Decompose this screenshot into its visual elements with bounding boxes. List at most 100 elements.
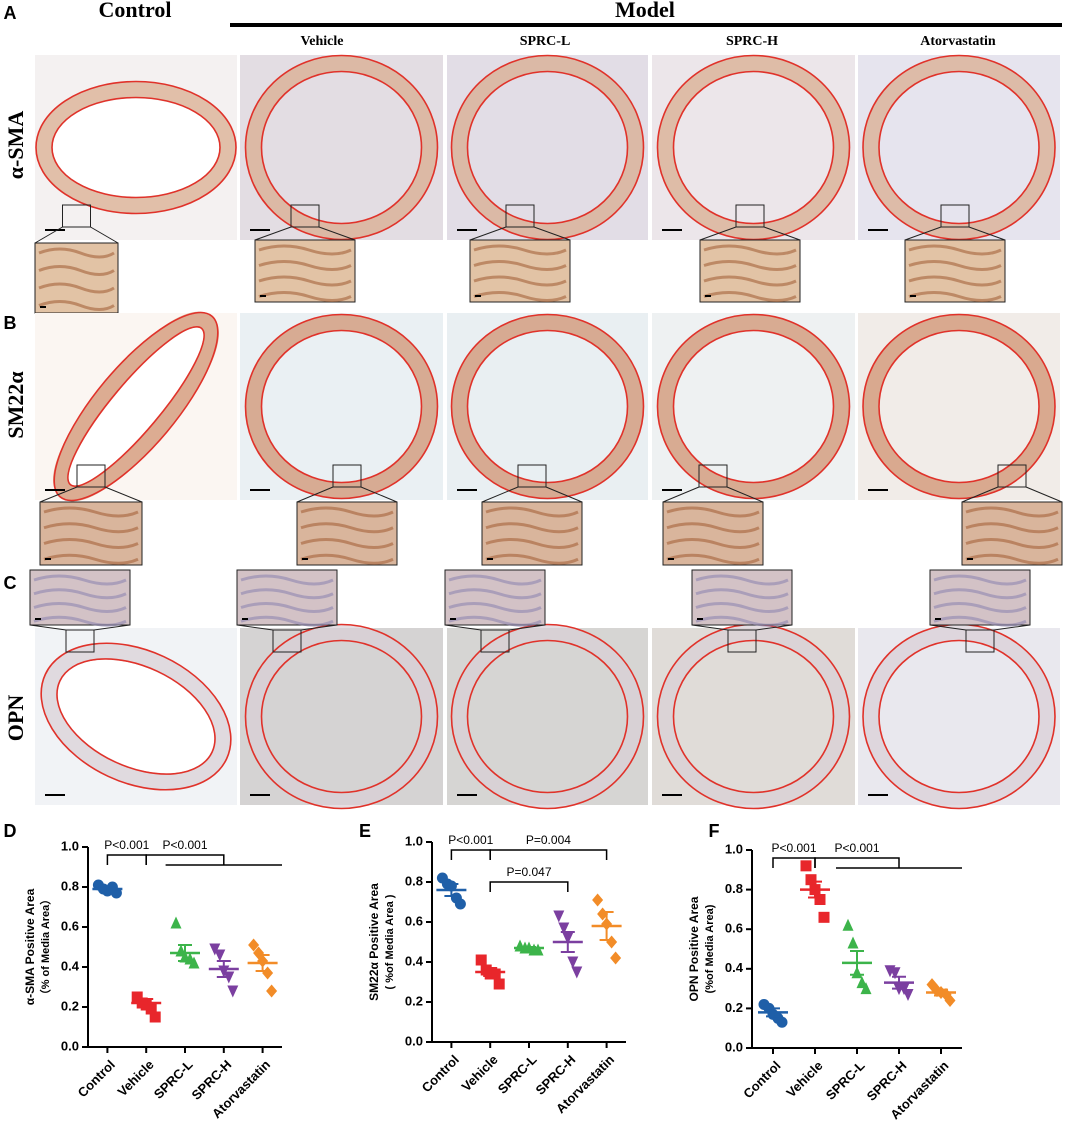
fiber [933,615,1027,627]
vessel [450,313,645,500]
y-tick-label: 0.0 [405,1033,423,1048]
y-tick-label: 0.2 [725,1000,743,1015]
roi-box [727,629,757,653]
fiber [300,553,394,565]
vessel-outline [67,326,205,487]
zoom-line [318,226,356,241]
fiber [703,291,797,302]
fiber [666,538,760,549]
vessel-wall [451,314,644,499]
fiber [258,260,352,271]
fiber [485,538,579,549]
vessel-outline [862,313,1056,500]
data-point [889,967,901,980]
vessel-wall [863,624,1055,809]
data-point [606,935,618,949]
vessel [450,623,645,810]
column-subheader: Vehicle [300,34,343,49]
vessel-outline [260,329,423,484]
panel-label: D [4,821,17,841]
fiber [485,506,579,518]
vessel [862,54,1056,241]
fiber [258,244,352,256]
error-bar [892,975,906,990]
data-point [493,978,505,990]
y-tick-label: 0.2 [405,993,423,1008]
error-bar [808,880,822,899]
zoom-line [1025,486,1063,503]
data-point [944,993,956,1007]
zoom-inset [662,501,764,566]
histology-image [240,313,443,500]
roi-box [517,464,547,488]
fiber [908,275,1002,287]
histology-images [29,54,1063,810]
vessel-outline [40,642,232,791]
histology-image [652,313,855,500]
roi-box [965,629,995,653]
data-point [248,938,260,952]
fiber [933,602,1027,613]
zoom-line [360,486,398,503]
data-point [489,968,501,980]
zoom-line [968,226,1006,241]
vessel-wall [863,314,1055,499]
fiber [473,260,567,271]
roi-box [940,204,970,228]
lumen [57,659,215,774]
data-point [597,907,609,921]
fiber [300,506,394,518]
y-axis-title: α-SMA Positive Area [23,888,37,1005]
zoom-line [904,226,942,241]
y-tick-label: 0.4 [405,953,424,968]
column-subheader: Atorvastatin [920,34,996,49]
data-point [902,989,914,1002]
roi-box [332,464,362,488]
x-tick-label: Vehicle [783,1058,825,1100]
zoom-line [755,624,793,631]
vessel-outline [51,96,221,199]
y-tick-label: 0.4 [61,958,80,973]
y-tick-label: 0.0 [61,1038,79,1053]
significance-bracket [489,881,569,892]
fiber [240,615,334,627]
roi-box [735,204,765,228]
vessel-outline [878,329,1040,484]
vessel [35,80,237,215]
zoom-line [90,226,119,244]
vessel-wall [657,624,850,809]
vessel-wall [245,314,438,499]
fiber [965,538,1059,549]
histology-image [858,55,1060,240]
y-tick-label: 0.0 [725,1039,743,1054]
fiber [43,506,139,518]
vessel-outline [260,70,423,225]
data-point [475,954,487,966]
fiber [695,574,789,586]
histology-image [447,313,648,500]
vessel-outline [672,70,835,225]
fiber [33,602,127,613]
error-bar [178,944,192,962]
error-bar [444,883,459,897]
vessel-outline [53,311,219,502]
fiber [33,574,127,586]
vessel [656,54,851,241]
panel-label: C [4,573,17,593]
error-bar [560,931,575,953]
data-point [262,966,274,980]
zoom-line [444,624,482,631]
fiber [240,602,334,613]
column-header: Control [99,0,172,22]
data-point [567,956,579,969]
fiber [485,553,579,565]
error-bar [100,886,115,892]
fiber [908,291,1002,302]
histology-image [858,313,1060,500]
vessel-wall [36,81,236,214]
dot-plot: 0.0 0.2 0.4 0.6 0.8 1.0 α-SMA Positive Area （% … [23,838,282,1121]
vessel-wall [245,55,438,240]
error-bar [139,998,154,1008]
vessel-wall [41,643,231,790]
